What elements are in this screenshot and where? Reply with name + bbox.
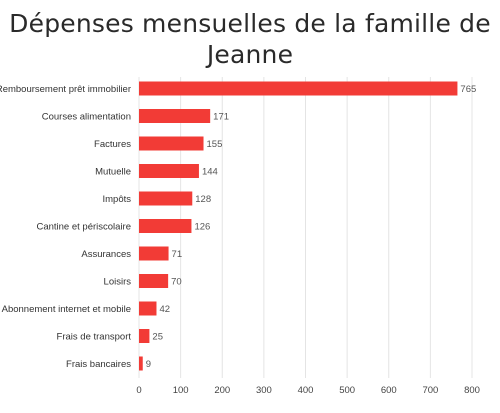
bar-7 bbox=[139, 246, 169, 261]
bar-8 bbox=[139, 274, 169, 288]
x-tick-label-100: 100 bbox=[173, 385, 189, 396]
bar-2 bbox=[139, 109, 211, 123]
x-tick-label-700: 700 bbox=[422, 385, 438, 396]
value-label-6: 126 bbox=[194, 222, 210, 233]
bar-9 bbox=[139, 301, 157, 316]
category-label-9: Abonnement internet et mobile bbox=[2, 304, 131, 315]
value-label-10: 25 bbox=[152, 332, 163, 343]
category-label-10: Frais de transport bbox=[57, 332, 132, 343]
bar-1 bbox=[139, 81, 458, 96]
x-tick-label-600: 600 bbox=[381, 385, 397, 396]
value-label-8: 70 bbox=[171, 277, 182, 288]
x-tick-label-400: 400 bbox=[298, 385, 314, 396]
x-tick-label-300: 300 bbox=[256, 385, 272, 396]
category-label-7: Assurances bbox=[81, 249, 131, 260]
value-label-2: 171 bbox=[213, 112, 229, 123]
value-label-7: 71 bbox=[172, 249, 183, 260]
x-tick-label-500: 500 bbox=[339, 385, 355, 396]
category-label-1: Remboursement prêt immobilier bbox=[0, 84, 131, 95]
x-axis-ticks: 0 100 200 300 400 500 600 700 800 bbox=[136, 385, 480, 396]
grid-lines bbox=[138, 77, 473, 378]
x-tick-label-200: 200 bbox=[214, 385, 230, 396]
value-label-9: 42 bbox=[159, 304, 170, 315]
chart-title-line-1: Dépenses mensuelles de la famille de bbox=[9, 9, 491, 38]
category-label-2: Courses alimentation bbox=[42, 112, 131, 123]
bars bbox=[139, 81, 458, 371]
chart-title: Dépenses mensuelles de la famille de Jea… bbox=[0, 8, 500, 70]
bar-5 bbox=[139, 191, 193, 206]
chart-title-line-2: Jeanne bbox=[206, 40, 294, 69]
category-label-6: Cantine et périscolaire bbox=[36, 222, 131, 233]
category-label-8: Loisirs bbox=[104, 277, 132, 288]
category-labels: Remboursement prêt immobilier Courses ali… bbox=[0, 84, 131, 370]
bar-11 bbox=[139, 356, 143, 371]
bar-3 bbox=[139, 136, 204, 151]
value-label-11: 9 bbox=[146, 359, 151, 370]
category-label-3: Factures bbox=[94, 139, 131, 150]
bar-6 bbox=[139, 219, 192, 233]
bar-4 bbox=[139, 164, 199, 178]
value-label-4: 144 bbox=[202, 167, 218, 178]
value-labels: 765 171 155 144 128 126 71 70 42 25 9 bbox=[146, 84, 477, 370]
category-label-4: Mutuelle bbox=[95, 167, 131, 178]
category-label-5: Impôts bbox=[102, 194, 131, 205]
value-label-1: 765 bbox=[460, 84, 476, 95]
category-label-11: Frais bancaires bbox=[66, 359, 131, 370]
bar-10 bbox=[139, 329, 150, 343]
x-tick-label-800: 800 bbox=[464, 385, 480, 396]
value-label-5: 128 bbox=[195, 194, 211, 205]
x-tick-label-0: 0 bbox=[136, 385, 141, 396]
value-label-3: 155 bbox=[207, 139, 223, 150]
